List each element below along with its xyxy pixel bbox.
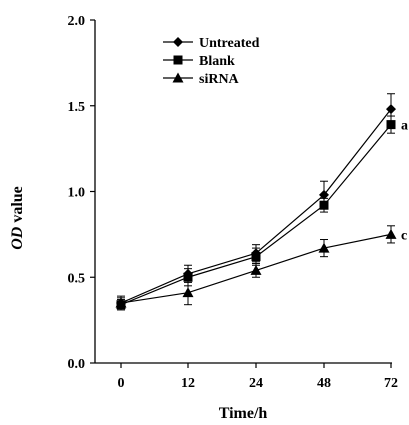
legend-item: siRNA xyxy=(163,72,240,87)
axes xyxy=(90,19,392,368)
data-point xyxy=(183,272,193,282)
legend-marker xyxy=(172,72,184,83)
data-point xyxy=(182,287,194,298)
series-end-label: a xyxy=(401,119,408,134)
legend-item: Blank xyxy=(163,54,235,69)
data-point xyxy=(319,200,329,210)
legend-item: Untreated xyxy=(163,36,260,51)
x-tick-label: 24 xyxy=(249,376,263,391)
y-tick-label: 1.5 xyxy=(68,100,86,115)
data-point xyxy=(386,120,396,130)
series-blank: a xyxy=(116,115,408,311)
x-tick-label: 72 xyxy=(384,376,398,391)
y-tick-label: 0.0 xyxy=(68,357,86,372)
tick-labels: 0.0 0.5 1.0 1.5 2.0 0 12 24 48 72 xyxy=(68,14,399,391)
series-sirna: c xyxy=(115,225,407,309)
x-tick-label: 0 xyxy=(118,376,125,391)
y-axis-label: OD value xyxy=(9,186,26,250)
legend-label: Blank xyxy=(199,54,235,69)
data-point xyxy=(115,297,127,308)
y-tick-label: 1.0 xyxy=(68,186,86,201)
y-tick-label: 2.0 xyxy=(68,14,86,29)
data-point xyxy=(386,104,396,115)
series-end-label: c xyxy=(401,228,407,243)
y-axis-label-rest: value xyxy=(9,186,26,226)
x-tick-label: 12 xyxy=(181,376,195,391)
x-axis-label: Time/h xyxy=(219,405,268,422)
y-axis-label-italic: OD xyxy=(9,226,26,250)
x-tick-label: 48 xyxy=(317,376,331,391)
legend-label: Untreated xyxy=(199,36,260,51)
legend-label: siRNA xyxy=(199,72,240,87)
legend-marker xyxy=(173,55,183,65)
legend-marker xyxy=(173,37,183,47)
y-tick-label: 0.5 xyxy=(68,271,86,286)
data-point xyxy=(318,242,330,253)
data-point xyxy=(250,264,262,275)
data-point xyxy=(319,189,329,200)
data-point xyxy=(251,252,261,262)
series-group: ac xyxy=(115,93,408,311)
data-point xyxy=(385,228,397,239)
legend: Untreated Blank siRNA xyxy=(163,36,260,87)
